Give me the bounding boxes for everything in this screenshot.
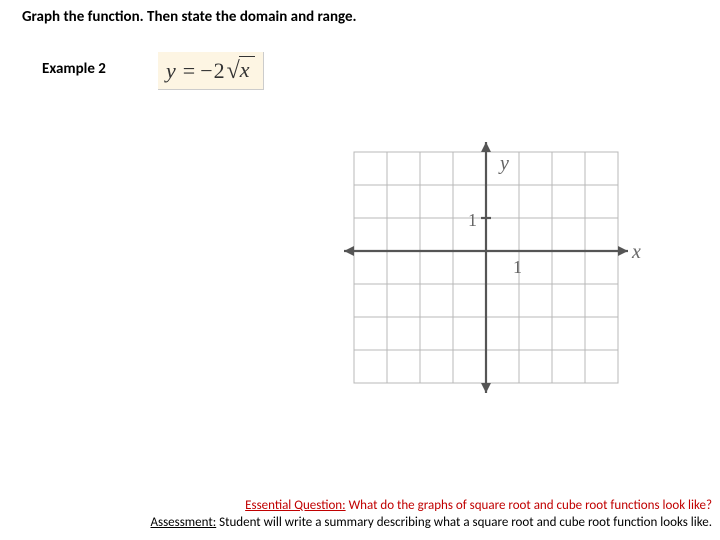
essential-question-label: Essential Question: — [245, 498, 345, 513]
svg-text:y: y — [498, 153, 509, 175]
radical: √ x — [227, 58, 255, 83]
example-label: Example 2 — [42, 60, 106, 78]
essential-question-row: Essential Question: What do the graphs o… — [150, 497, 712, 515]
radical-radicand: x — [239, 56, 255, 83]
equation-box: y = −2 √ x — [158, 52, 264, 90]
assessment-row: Assessment: Student will write a summary… — [150, 514, 712, 532]
footer: Essential Question: What do the graphs o… — [150, 497, 712, 532]
essential-question-text: What do the graphs of square root and cu… — [346, 498, 712, 513]
equation-coeff: −2 — [200, 58, 225, 84]
assessment-text: Student will write a summary describing … — [216, 515, 712, 530]
svg-text:1: 1 — [513, 257, 522, 277]
svg-text:1: 1 — [468, 210, 477, 230]
coordinate-graph: 1 1 y x — [340, 140, 680, 410]
svg-text:x: x — [631, 241, 641, 263]
equation-equals: = — [183, 58, 196, 84]
page-heading: Graph the function. Then state the domai… — [22, 8, 357, 26]
assessment-label: Assessment: — [150, 515, 216, 530]
equation-y: y — [166, 58, 177, 84]
